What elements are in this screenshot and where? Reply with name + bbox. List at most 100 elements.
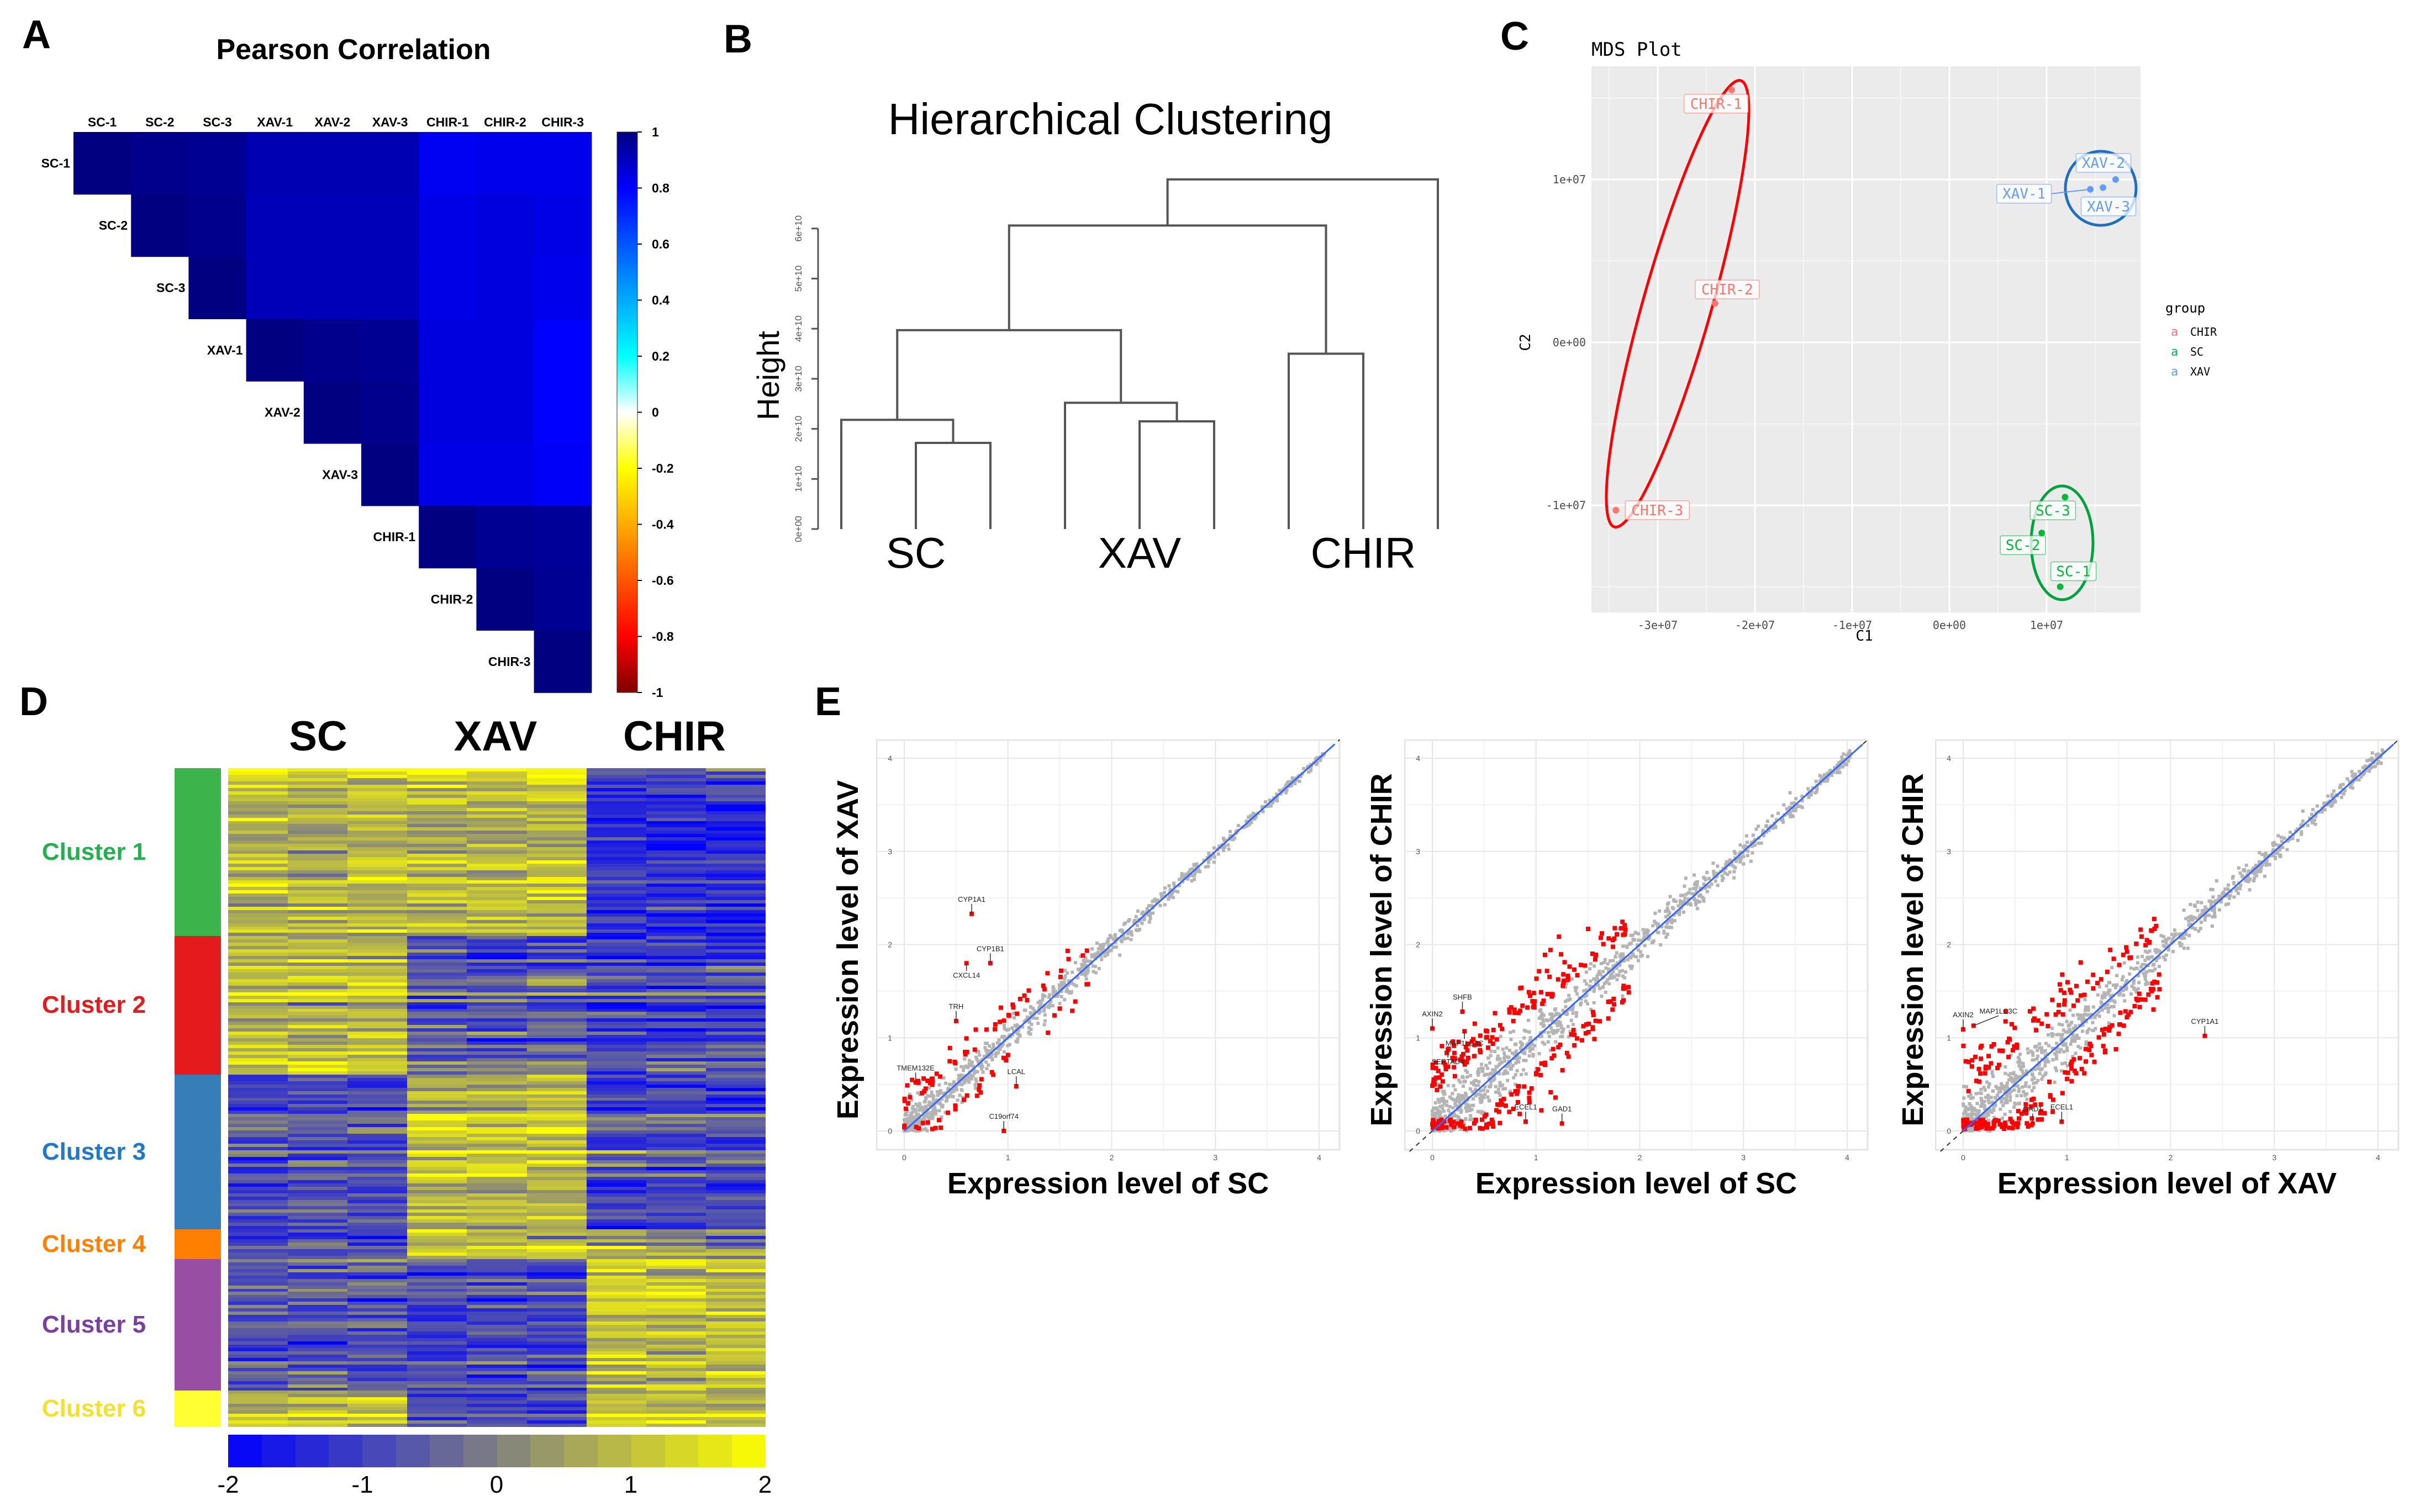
gray-point: [1251, 814, 1254, 818]
gray-point: [994, 1052, 998, 1056]
heatmap-row: [228, 1077, 766, 1081]
gray-point: [1704, 878, 1707, 882]
heatmap-cell: [526, 1077, 587, 1081]
gray-point: [1464, 1102, 1468, 1106]
heatmap-cell: [288, 840, 348, 844]
gray-point: [1146, 913, 1150, 917]
de-point: [1490, 1120, 1495, 1125]
gray-point: [1971, 1112, 1975, 1116]
heatmap-cell: [407, 972, 467, 976]
gray-point: [1550, 1015, 1554, 1019]
gray-point: [984, 1048, 988, 1052]
heatmap-cell: [407, 939, 467, 943]
gray-point: [1538, 1034, 1542, 1038]
heatmap-cell: [467, 953, 527, 956]
mds-plot: -3e+07 -2e+07 -1e+07 0e+00 1e+071e+070e+00-1…: [1517, 66, 2217, 644]
gray-point: [952, 1082, 956, 1086]
gray-point: [1456, 1108, 1460, 1112]
de-point: [979, 1077, 984, 1082]
heatmap-cell: [228, 1097, 288, 1101]
heatmap-cell: [347, 1196, 408, 1200]
heatmap-row: [228, 1414, 766, 1418]
gray-point: [1449, 1129, 1453, 1133]
gray-point: [1683, 884, 1686, 888]
correlation-cell: [419, 132, 477, 195]
heatmap-cell: [705, 985, 766, 989]
heatmap-cell: [467, 1252, 527, 1256]
heatmap-row: [228, 1384, 766, 1388]
gray-point: [2001, 1117, 2005, 1120]
heatmap-cell: [467, 1117, 527, 1121]
gray-point: [1546, 1018, 1550, 1022]
heatmap-cell: [467, 919, 527, 923]
heatmap-cell: [705, 992, 766, 996]
heatmap-cell: [228, 919, 288, 923]
heatmap-cell: [646, 1091, 706, 1095]
gray-point: [967, 1080, 971, 1084]
gray-point: [1780, 816, 1784, 820]
gray-point: [978, 1053, 982, 1057]
heatmap-cell: [288, 939, 348, 943]
heatmap-cell: [467, 880, 527, 884]
heatmap-cell: [228, 988, 288, 992]
de-point: [1438, 1119, 1443, 1124]
heatmap-cell: [407, 1163, 467, 1167]
de-point: [1621, 984, 1626, 988]
heatmap-cell: [586, 1328, 646, 1332]
heatmap-cell: [586, 1064, 646, 1068]
heatmap-row: [228, 860, 766, 864]
gray-point: [1620, 957, 1623, 961]
panel-letter-c: C: [1500, 14, 1529, 59]
heatmap-cell: [586, 1071, 646, 1075]
gray-point: [927, 1101, 931, 1104]
heatmap-cell: [288, 1114, 348, 1118]
heatmap-cell: [586, 814, 646, 818]
heatmap-cell: [228, 1180, 288, 1183]
heatmap-cell: [705, 1183, 766, 1187]
heatmap-cell: [646, 834, 706, 838]
heatmap-cell: [228, 1189, 288, 1193]
plot-background: [1591, 66, 2140, 612]
heatmap-cell: [646, 1384, 706, 1388]
de-point: [1433, 1066, 1438, 1071]
de-point: [1511, 1018, 1516, 1023]
heatmap-cell: [288, 1074, 348, 1078]
de-point: [1003, 1056, 1008, 1061]
gray-point: [1571, 1004, 1575, 1008]
heatmap-cell: [467, 807, 527, 811]
correlation-cell: [131, 194, 189, 257]
x-tick-label: 3: [1213, 1153, 1217, 1162]
gray-point: [1612, 975, 1616, 979]
heatmap-cell: [467, 1282, 527, 1286]
gray-point: [1167, 897, 1171, 901]
heatmap-cell: [705, 807, 766, 811]
heatmap-cell: [646, 1338, 706, 1341]
heatmap-cell: [526, 1407, 587, 1411]
heatmap-cell: [646, 1061, 706, 1065]
gray-point: [1621, 994, 1625, 998]
heatmap-cell: [347, 1130, 408, 1134]
heatmap-cell: [526, 814, 587, 818]
de-point: [1452, 1056, 1457, 1061]
heatmap-cell: [228, 1275, 288, 1279]
gray-point: [990, 1047, 994, 1051]
gray-point: [1987, 1101, 1991, 1104]
heatmap-cell: [288, 1394, 348, 1398]
gray-point: [1465, 1109, 1469, 1113]
de-point: [1606, 1016, 1611, 1021]
gray-point: [956, 1098, 959, 1102]
heatmap-cell: [646, 1101, 706, 1104]
heatmap-cell: [407, 1374, 467, 1378]
gray-point: [1226, 843, 1230, 847]
heatmap-cell: [407, 995, 467, 999]
x-tick-label: 0: [1430, 1153, 1435, 1162]
gray-point: [2121, 975, 2125, 979]
gray-point: [1029, 1005, 1033, 1009]
heatmap-cell: [347, 834, 408, 838]
heatmap-cell: [705, 1067, 766, 1071]
heatmap-cell: [467, 965, 527, 969]
heatmap-cell: [705, 1308, 766, 1312]
heatmap-cell: [288, 1335, 348, 1339]
de-point: [1052, 1013, 1057, 1018]
heatmap-cell: [347, 1272, 408, 1276]
